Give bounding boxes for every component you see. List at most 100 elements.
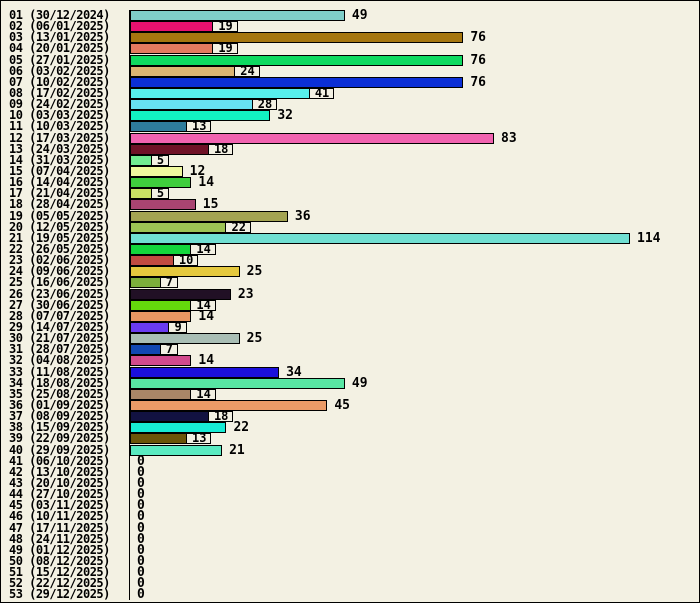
chart-row: 51 (15/12/2025) 0 — [1, 565, 699, 580]
value-label: 14 — [191, 299, 216, 311]
bar — [130, 299, 192, 311]
chart-row: 36 (01/09/2025) 45 — [1, 397, 699, 412]
bar-track: 49 — [129, 377, 699, 390]
value-label: 18 — [208, 143, 234, 155]
bar-track: 49 — [129, 9, 699, 22]
chart-row: 01 (30/12/2024) 49 — [1, 8, 699, 23]
bar — [130, 399, 328, 411]
value-label: 14 — [191, 388, 216, 400]
week-label: 34 (18/08/2025) — [9, 375, 110, 390]
bar-track: 76 — [129, 54, 699, 67]
bar — [130, 255, 174, 267]
value-label: 0 — [137, 542, 145, 558]
bar-track: 76 — [129, 31, 699, 44]
week-label: 19 (05/05/2025) — [9, 208, 110, 223]
chart-row: 46 (10/11/2025) 0 — [1, 509, 699, 525]
bar-track: 0 — [129, 466, 699, 479]
bar-track: 5 — [129, 187, 699, 200]
bar — [130, 355, 192, 367]
bar — [130, 377, 345, 389]
chart-row: 40 (29/09/2025) 21 — [1, 442, 699, 457]
bar-track: 34 — [129, 366, 699, 379]
bar — [130, 288, 231, 300]
bar-track: 0 — [129, 522, 699, 535]
bar — [130, 411, 209, 423]
value-label: 114 — [637, 230, 661, 246]
bar — [130, 388, 192, 400]
value-label: 12 — [189, 164, 206, 180]
value-label: 0 — [137, 453, 145, 469]
chart-row: 48 (24/11/2025) 0 — [1, 533, 699, 546]
bar — [130, 266, 240, 278]
week-label: 18 (28/04/2025) — [9, 197, 110, 212]
week-label: 39 (22/09/2025) — [9, 431, 110, 446]
week-label: 04 (20/01/2025) — [9, 41, 110, 56]
chart-row: 02 (06/01/2025) 19 — [1, 20, 699, 33]
bar-track: 14 — [129, 243, 699, 256]
chart-row: 09 (24/02/2025) 28 — [1, 98, 699, 111]
bar — [130, 210, 288, 222]
chart-row: 27 (30/06/2025) 14 — [1, 299, 699, 311]
chart-row: 32 (04/08/2025) 14 — [1, 353, 699, 368]
bar-track: 0 — [129, 487, 699, 503]
bar — [130, 244, 192, 256]
bar — [130, 277, 161, 289]
week-label: 25 (16/06/2025) — [9, 275, 110, 290]
chart-row: 10 (03/03/2025) 32 — [1, 109, 699, 122]
value-label: 14 — [198, 175, 215, 191]
chart-row: 28 (07/07/2025) 14 — [1, 310, 699, 323]
value-label: 0 — [137, 576, 145, 592]
bar-track: 19 — [129, 20, 699, 33]
bar-track: 0 — [129, 566, 699, 579]
bar — [130, 32, 464, 44]
bar — [130, 433, 188, 445]
chart-row: 39 (22/09/2025) 13 — [1, 431, 699, 446]
bar-track: 23 — [129, 286, 699, 302]
bar-track: 14 — [129, 299, 699, 311]
bar-track: 83 — [129, 130, 699, 146]
week-label: 26 (23/06/2025) — [9, 286, 110, 301]
chart-row: 49 (01/12/2025) 0 — [1, 542, 699, 558]
bar — [130, 99, 253, 111]
week-label: 01 (30/12/2024) — [9, 8, 110, 23]
value-label: 28 — [252, 98, 278, 111]
value-label: 36 — [294, 208, 311, 224]
week-label: 53 (29/12/2025) — [9, 587, 110, 602]
bar-track: 15 — [129, 198, 699, 211]
chart-row: 30 (21/07/2025) 25 — [1, 332, 699, 345]
chart-row: 52 (22/12/2025) 0 — [1, 576, 699, 592]
week-label: 17 (21/04/2025) — [9, 186, 110, 201]
value-label: 23 — [237, 286, 254, 302]
week-label: 15 (07/04/2025) — [9, 164, 110, 179]
chart-row: 14 (31/03/2025) 5 — [1, 154, 699, 166]
chart-row: 21 (19/05/2025) 114 — [1, 230, 699, 246]
chart-row: 17 (21/04/2025) 5 — [1, 186, 699, 201]
bar-track: 14 — [129, 310, 699, 323]
value-label: 83 — [501, 130, 517, 146]
week-label: 51 (15/12/2025) — [9, 565, 110, 580]
chart-row: 44 (27/10/2025) 0 — [1, 487, 699, 503]
chart-row: 20 (12/05/2025) 22 — [1, 221, 699, 233]
week-label: 22 (26/05/2025) — [9, 242, 110, 257]
chart-row: 43 (20/10/2025) 0 — [1, 477, 699, 490]
value-label: 9 — [169, 321, 187, 333]
bar-track: 13 — [129, 120, 699, 133]
bar — [130, 322, 170, 333]
week-label: 40 (29/09/2025) — [9, 442, 110, 457]
bar — [130, 422, 227, 434]
bar-track: 5 — [129, 154, 699, 166]
chart-row: 50 (08/12/2025) 0 — [1, 553, 699, 569]
bar-track: 114 — [129, 230, 699, 246]
value-label: 0 — [137, 553, 145, 569]
week-label: 13 (24/03/2025) — [9, 141, 110, 156]
week-label: 36 (01/09/2025) — [9, 397, 110, 412]
bar-track: 0 — [129, 553, 699, 569]
chart-row: 29 (14/07/2025) 9 — [1, 321, 699, 334]
week-label: 32 (04/08/2025) — [9, 353, 110, 368]
value-label: 22 — [233, 420, 250, 436]
bar-track: 24 — [129, 65, 699, 77]
value-label: 0 — [137, 487, 145, 503]
value-label: 0 — [137, 509, 145, 525]
week-label: 21 (19/05/2025) — [9, 230, 110, 245]
